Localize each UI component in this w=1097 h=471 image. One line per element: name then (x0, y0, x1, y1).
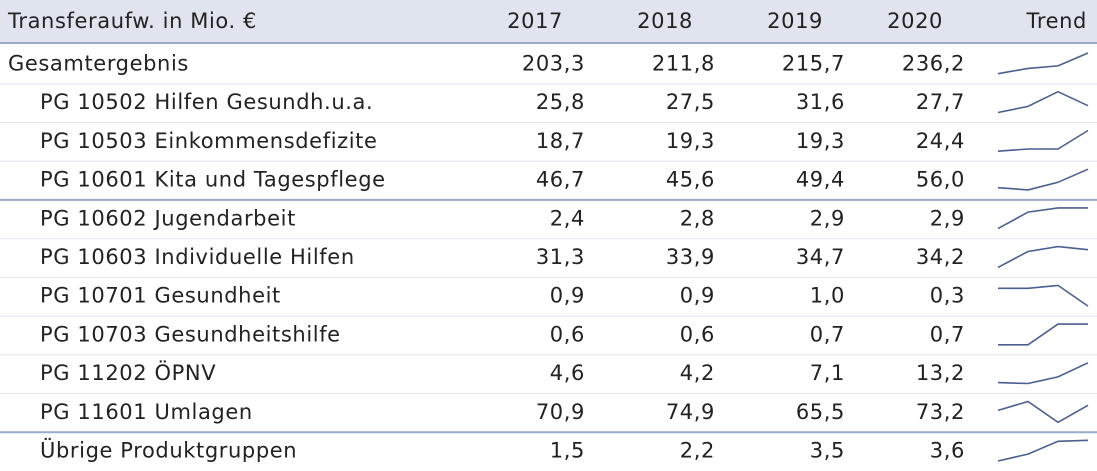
value-cell: 2,8 (680, 206, 715, 230)
row-label: PG 10601 Kita und Tagespflege (40, 168, 386, 192)
value-cell: 7,1 (810, 361, 845, 385)
sparkline (997, 439, 1089, 462)
value-cell: 0,6 (680, 322, 715, 346)
value-cell: 49,4 (796, 168, 845, 192)
value-cell: 18,7 (536, 129, 585, 153)
row-label: PG 10502 Hilfen Gesundh.u.a. (40, 90, 373, 114)
row-label: PG 10703 Gesundheitshilfe (40, 322, 341, 346)
value-cell: 19,3 (666, 129, 715, 153)
header-cell: Trend (1026, 9, 1087, 33)
value-cell: 203,3 (522, 51, 585, 75)
value-cell: 34,7 (796, 245, 845, 269)
row-label: PG 11202 ÖPNV (40, 360, 216, 385)
header-cell: 2019 (767, 9, 823, 33)
sparkline (998, 323, 1088, 346)
value-cell: 3,5 (810, 439, 845, 463)
value-cell: 0,7 (930, 322, 965, 346)
header-cell: 2017 (507, 9, 563, 33)
value-cell: 56,0 (916, 168, 965, 192)
row-label: Übrige Produktgruppen (40, 438, 297, 463)
row-label: PG 10503 Einkommensdefizite (40, 129, 378, 153)
sparkline (997, 129, 1089, 152)
value-cell: 27,5 (666, 90, 715, 114)
value-cell: 0,3 (930, 284, 965, 308)
value-cell: 1,0 (810, 284, 845, 308)
value-cell: 13,2 (916, 361, 965, 385)
value-cell: 2,4 (550, 206, 585, 230)
value-cell: 45,6 (666, 168, 715, 192)
value-cell: 31,6 (796, 90, 845, 114)
sparkline (997, 362, 1089, 385)
sparkline (997, 168, 1089, 191)
value-cell: 4,6 (550, 361, 585, 385)
value-cell: 24,4 (916, 129, 965, 153)
value-cell: 4,2 (680, 361, 715, 385)
value-cell: 34,2 (916, 245, 965, 269)
value-cell: 19,3 (796, 129, 845, 153)
sparkline (998, 284, 1089, 307)
value-cell: 0,6 (550, 322, 585, 346)
value-cell: 211,8 (652, 51, 715, 75)
value-cell: 3,6 (930, 439, 965, 463)
value-cell: 70,9 (536, 400, 585, 424)
row-label: PG 10701 Gesundheit (40, 284, 281, 308)
value-cell: 2,9 (930, 206, 965, 230)
sparkline (997, 90, 1089, 114)
value-cell: 1,5 (550, 439, 585, 463)
sparkline (997, 207, 1088, 230)
value-cell: 31,3 (536, 245, 585, 269)
value-cell: 2,2 (680, 439, 715, 463)
row-label: PG 10603 Individuelle Hilfen (40, 245, 355, 269)
value-cell: 65,5 (796, 400, 845, 424)
value-cell: 74,9 (666, 400, 715, 424)
header-cell: Transferaufw. in Mio. € (7, 9, 257, 33)
value-cell: 0,9 (680, 284, 715, 308)
value-cell: 0,9 (550, 284, 585, 308)
value-cell: 46,7 (536, 168, 585, 192)
row-label: Gesamtergebnis (8, 51, 189, 75)
sparkline (997, 245, 1089, 269)
header-background (0, 0, 1097, 42)
value-cell: 27,7 (916, 90, 965, 114)
sparkline (997, 52, 1089, 75)
header-cell: 2018 (637, 9, 693, 33)
value-cell: 0,7 (810, 322, 845, 346)
value-cell: 2,9 (810, 206, 845, 230)
row-label: PG 11601 Umlagen (40, 400, 253, 424)
value-cell: 215,7 (782, 51, 845, 75)
value-cell: 73,2 (916, 400, 965, 424)
header-cell: 2020 (887, 9, 943, 33)
row-label: PG 10602 Jugendarbeit (40, 206, 296, 230)
value-cell: 236,2 (902, 51, 965, 75)
value-cell: 25,8 (536, 90, 585, 114)
value-cell: 33,9 (666, 245, 715, 269)
sparkline (997, 400, 1089, 424)
